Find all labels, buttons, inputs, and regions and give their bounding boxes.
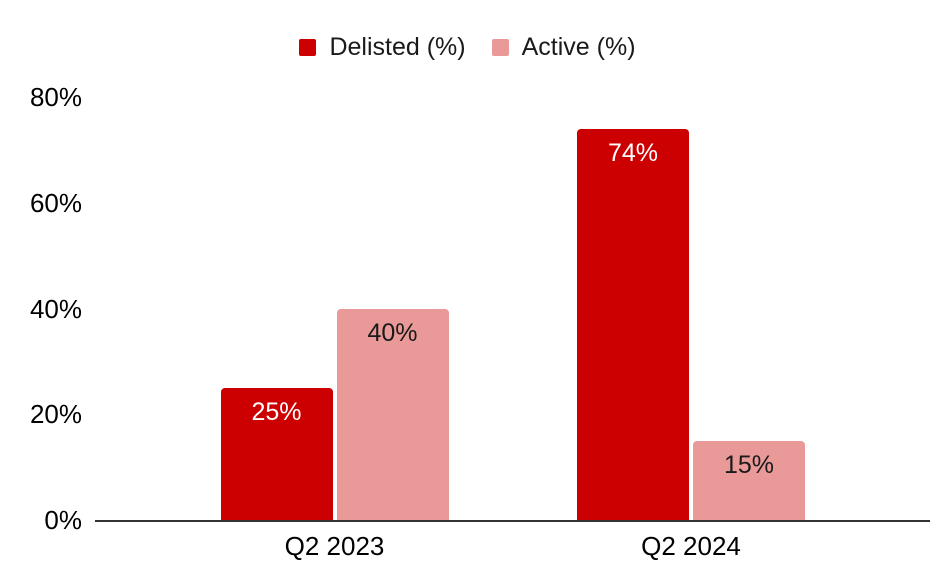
bar-delisted-q2-2023: 25% <box>220 387 333 520</box>
bar-value-label: 74% <box>607 138 659 167</box>
bar-value-label: 25% <box>251 397 302 426</box>
chart-legend: Delisted (%) Active (%) <box>0 32 935 62</box>
legend-swatch-delisted <box>299 38 317 56</box>
bar-active-q2-2024: 15% <box>693 440 805 520</box>
legend-label: Delisted (%) <box>329 32 466 61</box>
y-tick-label: 40% <box>29 293 82 324</box>
y-tick-label: 60% <box>29 187 82 218</box>
legend-label: Active (%) <box>521 32 636 61</box>
bar-delisted-q2-2024: 74% <box>577 128 689 520</box>
bar-value-label: 40% <box>367 318 418 347</box>
legend-item-active: Active (%) <box>491 32 636 62</box>
legend-item-delisted: Delisted (%) <box>299 32 466 62</box>
x-axis-line <box>95 520 930 522</box>
bar-active-q2-2023: 40% <box>336 308 449 520</box>
bar-value-label: 15% <box>723 450 775 479</box>
y-axis: 0% 20% 40% 60% 80% <box>0 0 82 565</box>
y-tick-label: 0% <box>44 505 82 535</box>
y-tick-label: 80% <box>29 82 82 112</box>
legend-swatch-active <box>491 38 509 56</box>
y-tick-label: 20% <box>29 399 82 430</box>
